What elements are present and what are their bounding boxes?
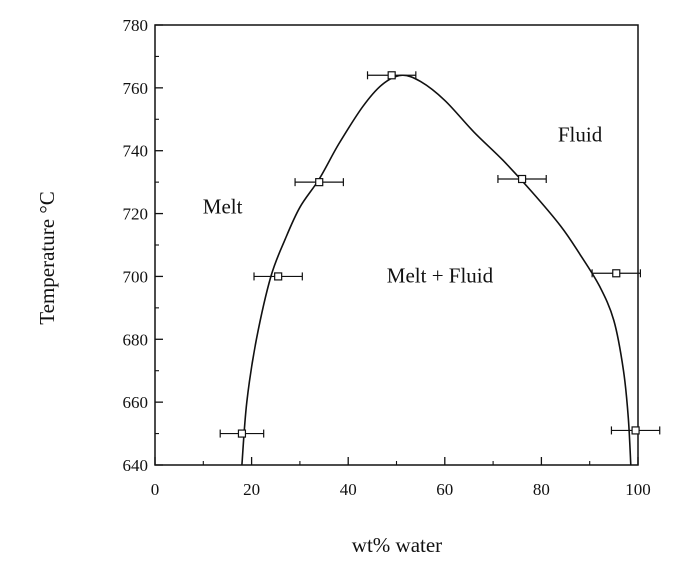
y-tick-label: 740 bbox=[123, 142, 149, 161]
data-points bbox=[219, 71, 661, 438]
region-label: Fluid bbox=[558, 122, 603, 146]
x-tick-label: 40 bbox=[340, 480, 357, 499]
y-axis-title: Temperature °C bbox=[35, 191, 59, 324]
data-point bbox=[497, 174, 547, 184]
point-marker bbox=[612, 269, 621, 278]
region-labels: Melt Melt + Fluid Fluid bbox=[203, 122, 603, 287]
data-point bbox=[366, 71, 417, 80]
x-tick-label: 80 bbox=[533, 480, 550, 499]
region-label: Melt + Fluid bbox=[387, 264, 494, 288]
data-point bbox=[294, 178, 344, 187]
y-tick-label: 780 bbox=[123, 16, 149, 35]
x-tick-label: 100 bbox=[625, 480, 651, 499]
point-marker bbox=[631, 426, 640, 435]
y-tick-label: 660 bbox=[123, 393, 149, 412]
point-marker bbox=[517, 174, 527, 184]
y-tick-labels: 640 660 680 700 720 740 760 780 bbox=[123, 16, 149, 475]
x-tick-label: 60 bbox=[436, 480, 453, 499]
y-tick-label: 640 bbox=[123, 456, 149, 475]
point-marker bbox=[237, 429, 247, 438]
data-point bbox=[610, 426, 661, 435]
region-label: Melt bbox=[203, 195, 243, 219]
x-tick-label: 0 bbox=[151, 480, 160, 499]
plot-frame bbox=[154, 24, 639, 466]
point-marker bbox=[274, 272, 283, 281]
x-tick-label: 20 bbox=[243, 480, 260, 499]
data-point bbox=[219, 429, 265, 438]
data-point bbox=[253, 272, 303, 281]
y-tick-label: 680 bbox=[123, 330, 149, 349]
data-point bbox=[591, 269, 642, 278]
point-marker bbox=[387, 71, 396, 80]
axis-ticks bbox=[154, 24, 639, 466]
y-tick-label: 760 bbox=[123, 79, 149, 98]
solvus-curve bbox=[241, 74, 632, 466]
x-tick-labels: 0 20 40 60 80 100 bbox=[151, 480, 651, 499]
point-marker bbox=[315, 178, 324, 187]
y-tick-label: 700 bbox=[123, 267, 149, 286]
y-tick-label: 720 bbox=[123, 205, 149, 224]
x-axis-title: wt% water bbox=[352, 533, 442, 557]
